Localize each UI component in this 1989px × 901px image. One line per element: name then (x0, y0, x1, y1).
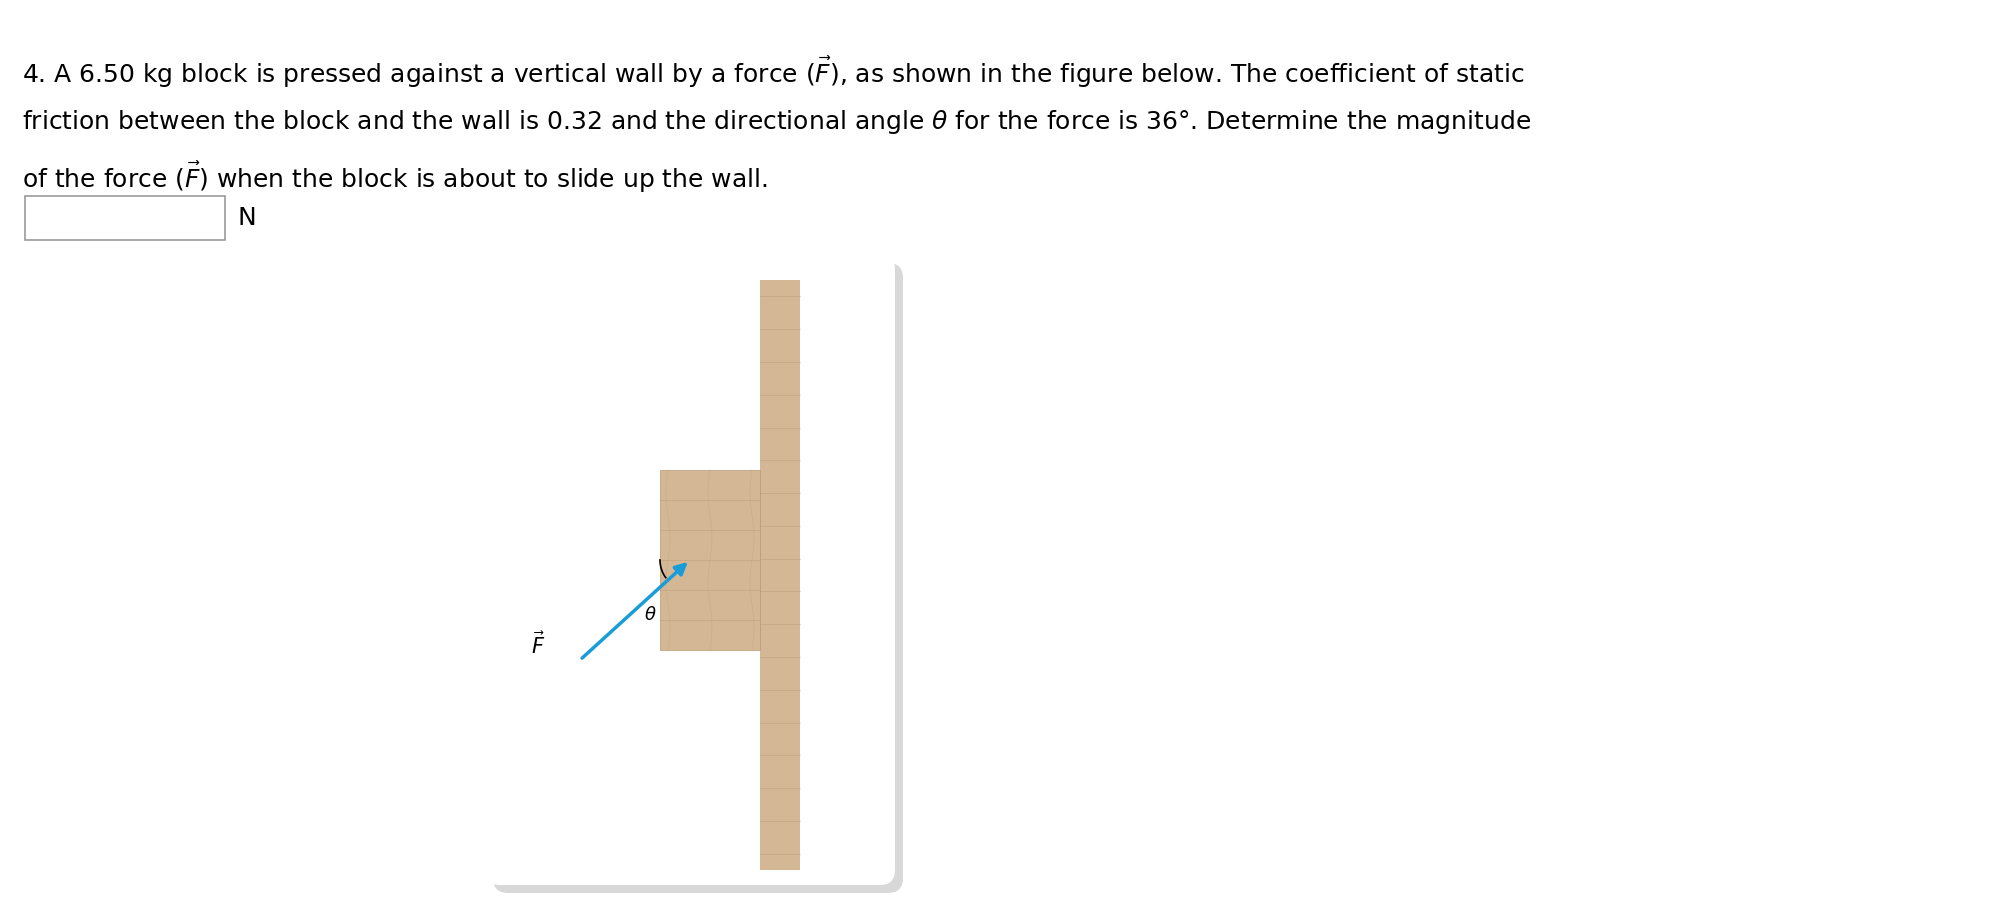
Text: $\vec{F}$: $\vec{F}$ (531, 632, 545, 659)
Text: 4. A 6.50 kg block is pressed against a vertical wall by a force ($\vec{F}$), as: 4. A 6.50 kg block is pressed against a … (22, 55, 1524, 90)
FancyBboxPatch shape (485, 255, 895, 885)
Text: $\theta$: $\theta$ (642, 606, 656, 624)
Text: friction between the block and the wall is 0.32 and the directional angle $\thet: friction between the block and the wall … (22, 108, 1530, 136)
FancyBboxPatch shape (493, 263, 903, 893)
Bar (26, 196, 225, 240)
Text: N: N (239, 206, 257, 230)
Bar (760, 280, 800, 870)
Bar (660, 470, 760, 650)
Text: of the force ($\vec{F}$) when the block is about to slide up the wall.: of the force ($\vec{F}$) when the block … (22, 160, 768, 195)
